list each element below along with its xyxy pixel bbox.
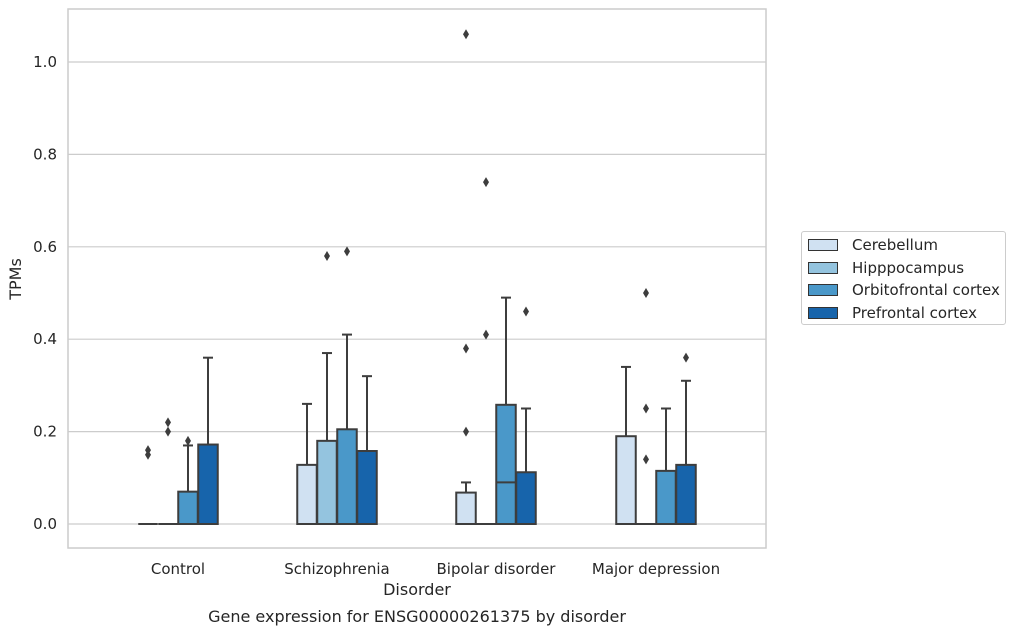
box-hipppocampus	[316, 352, 338, 525]
box-prefrontal-cortex	[197, 356, 219, 526]
box-cerebellum	[296, 402, 318, 526]
outlier-point	[483, 329, 489, 340]
box-body	[177, 490, 199, 526]
legend-label: Prefrontal cortex	[852, 304, 977, 322]
y-tick-label: 0.0	[33, 515, 57, 533]
outlier-point	[463, 343, 469, 354]
y-axis-label: TPMs	[6, 258, 25, 301]
outlier-point	[643, 403, 649, 414]
box-orbitofrontal-cortex	[495, 296, 517, 525]
legend-swatch-hippocampus	[808, 262, 838, 274]
outliers	[145, 29, 689, 465]
outlier-point	[523, 306, 529, 317]
outlier-point	[463, 29, 469, 40]
outlier-point	[463, 426, 469, 437]
legend-label: Cerebellum	[852, 236, 938, 254]
box-body	[675, 463, 697, 526]
box-prefrontal-cortex	[675, 379, 697, 526]
outlier-point	[483, 177, 489, 188]
x-tick-label: Major depression	[592, 560, 720, 578]
box-body	[296, 463, 318, 526]
outlier-point	[324, 251, 330, 262]
box-prefrontal-cortex	[515, 407, 537, 526]
y-tick-label: 0.2	[33, 423, 57, 441]
outlier-point	[165, 426, 171, 437]
box-body	[356, 450, 378, 525]
x-tick-labels: Control Schizophrenia Bipolar disorder Majo…	[151, 560, 720, 578]
box-body	[336, 428, 358, 526]
legend-item-prefrontal: Prefrontal cortex	[808, 302, 977, 324]
box-cerebellum	[455, 481, 477, 526]
legend-label: Hipppocampus	[852, 259, 965, 277]
box-body	[495, 403, 517, 525]
box-body	[515, 471, 537, 526]
legend: Cerebellum Hipppocampus Orbitofrontal co…	[801, 231, 1006, 325]
outlier-point	[165, 417, 171, 428]
box-prefrontal-cortex	[356, 375, 378, 525]
y-tick-label: 0.8	[33, 145, 57, 163]
boxes	[138, 296, 697, 526]
box-body	[615, 435, 637, 525]
outlier-point	[185, 435, 191, 446]
x-axis-label: Disorder	[383, 580, 451, 599]
legend-label: Orbitofrontal cortex	[852, 281, 1000, 299]
box-body	[316, 439, 338, 525]
y-tick-label: 1.0	[33, 53, 57, 71]
y-tick-label: 0.4	[33, 330, 57, 348]
outlier-point	[683, 352, 689, 363]
outlier-point	[643, 454, 649, 465]
box-orbitofrontal-cortex	[177, 444, 199, 526]
legend-item-hippocampus: Hipppocampus	[808, 257, 964, 279]
box-body	[455, 491, 477, 526]
outlier-point	[145, 445, 151, 456]
x-tick-label: Control	[151, 560, 205, 578]
legend-swatch-prefrontal	[808, 307, 838, 319]
box-body	[197, 443, 219, 526]
y-tick-label: 0.6	[33, 238, 57, 256]
box-orbitofrontal-cortex	[655, 407, 677, 525]
box-cerebellum	[615, 365, 637, 525]
legend-swatch-cerebellum	[808, 239, 838, 251]
box-orbitofrontal-cortex	[336, 333, 358, 526]
gridlines	[68, 61, 766, 525]
box-body	[655, 469, 677, 525]
legend-item-orbitofrontal: Orbitofrontal cortex	[808, 279, 1000, 301]
plot-frame	[67, 8, 767, 549]
outlier-point	[643, 288, 649, 298]
legend-item-cerebellum: Cerebellum	[808, 234, 938, 256]
x-tick-label: Bipolar disorder	[437, 560, 557, 578]
chart-caption: Gene expression for ENSG00000261375 by d…	[208, 607, 626, 626]
legend-swatch-orbitofrontal	[808, 284, 838, 296]
y-tick-labels: 0.0 0.2 0.4 0.6 0.8 1.0	[33, 53, 57, 533]
x-tick-label: Schizophrenia	[284, 560, 389, 578]
outlier-point	[344, 246, 350, 257]
